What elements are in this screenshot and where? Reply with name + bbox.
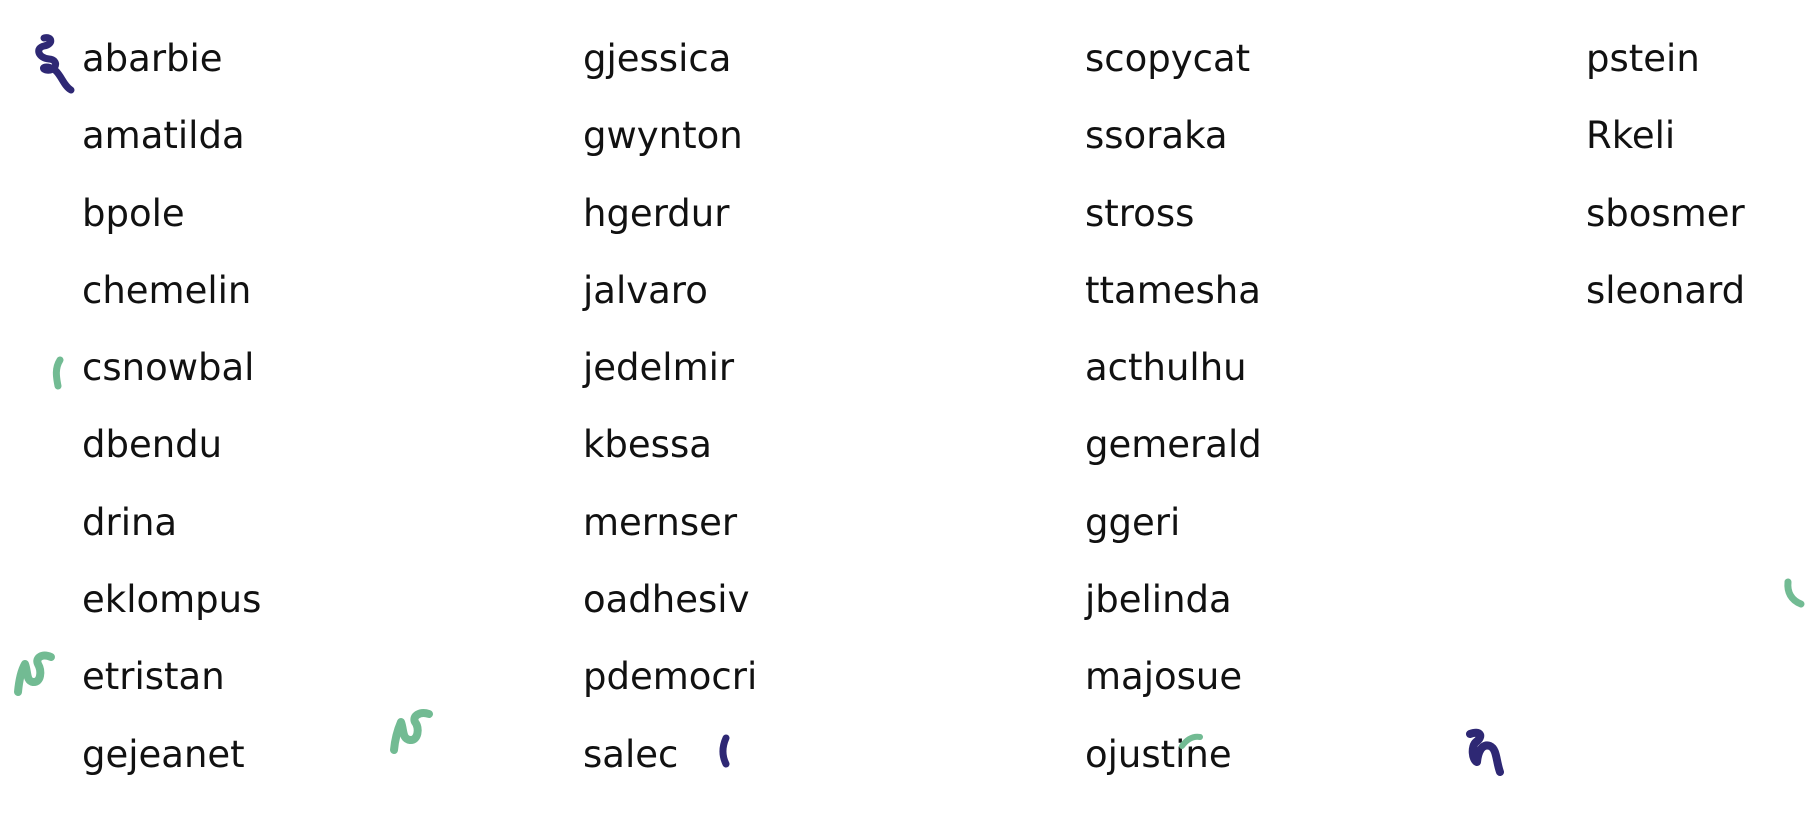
name-item: jalvaro — [583, 268, 708, 312]
green-squiggle-mark — [390, 709, 433, 754]
name-item: etristan — [82, 655, 225, 699]
name-item: scopycat — [1085, 37, 1251, 80]
name-item: ttamesha — [1085, 268, 1261, 312]
name-item: salec — [583, 732, 679, 776]
name-column-2: gjessica gwynton hgerdur jalvaro jedelmi… — [583, 24, 1003, 797]
name-item: ssoraka — [1085, 114, 1228, 158]
name-column-3: scopycat ssoraka stross ttamesha acthulh… — [1085, 24, 1505, 797]
name-item: abarbie — [82, 37, 223, 80]
name-column-4: pstein Rkeli sbosmer sleonard — [1586, 24, 1818, 333]
name-item: mernser — [583, 500, 738, 544]
name-item: majosue — [1085, 655, 1243, 699]
name-item: bpole — [82, 191, 185, 235]
name-item: stross — [1085, 191, 1195, 235]
navy-squiggle-mark — [719, 734, 730, 768]
name-item: chemelin — [82, 268, 252, 312]
name-item: hgerdur — [583, 191, 730, 235]
green-squiggle-mark — [14, 651, 55, 696]
name-item: csnowbal — [82, 346, 255, 390]
name-item: gemerald — [1085, 423, 1262, 467]
green-squiggle-mark — [52, 356, 64, 390]
name-item: Rkeli — [1586, 114, 1676, 158]
green-squiggle-mark — [1784, 578, 1805, 608]
name-item: gwynton — [583, 114, 743, 158]
name-item: jbelinda — [1085, 578, 1232, 622]
name-column-1: abarbie amatilda bpole chemelin csnowbal… — [82, 24, 502, 797]
name-item: pstein — [1586, 37, 1700, 80]
navy-squiggle-mark — [35, 34, 75, 94]
name-item: ggeri — [1085, 500, 1181, 544]
name-item: gejeanet — [82, 732, 245, 776]
name-item: eklompus — [82, 578, 262, 622]
name-item: sbosmer — [1586, 191, 1745, 235]
name-item: amatilda — [82, 114, 245, 158]
name-item: jedelmir — [583, 346, 735, 390]
name-item: pdemocri — [583, 655, 758, 699]
name-item: sleonard — [1586, 268, 1746, 312]
navy-squiggle-mark — [1466, 728, 1504, 776]
name-item: ojustine — [1085, 732, 1232, 776]
name-item: drina — [82, 500, 178, 544]
name-item: kbessa — [583, 423, 712, 467]
name-item: oadhesiv — [583, 578, 750, 622]
name-item: gjessica — [583, 37, 732, 80]
name-item: acthulhu — [1085, 346, 1247, 390]
green-squiggle-mark — [1179, 733, 1203, 749]
name-item: dbendu — [82, 423, 223, 467]
